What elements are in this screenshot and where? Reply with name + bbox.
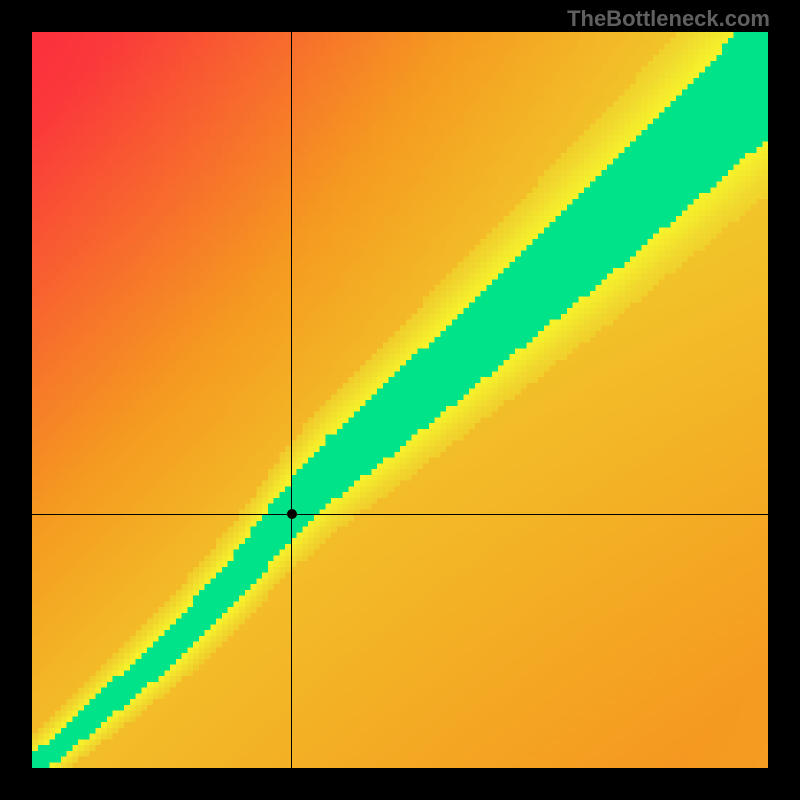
heatmap-canvas [32,32,768,768]
